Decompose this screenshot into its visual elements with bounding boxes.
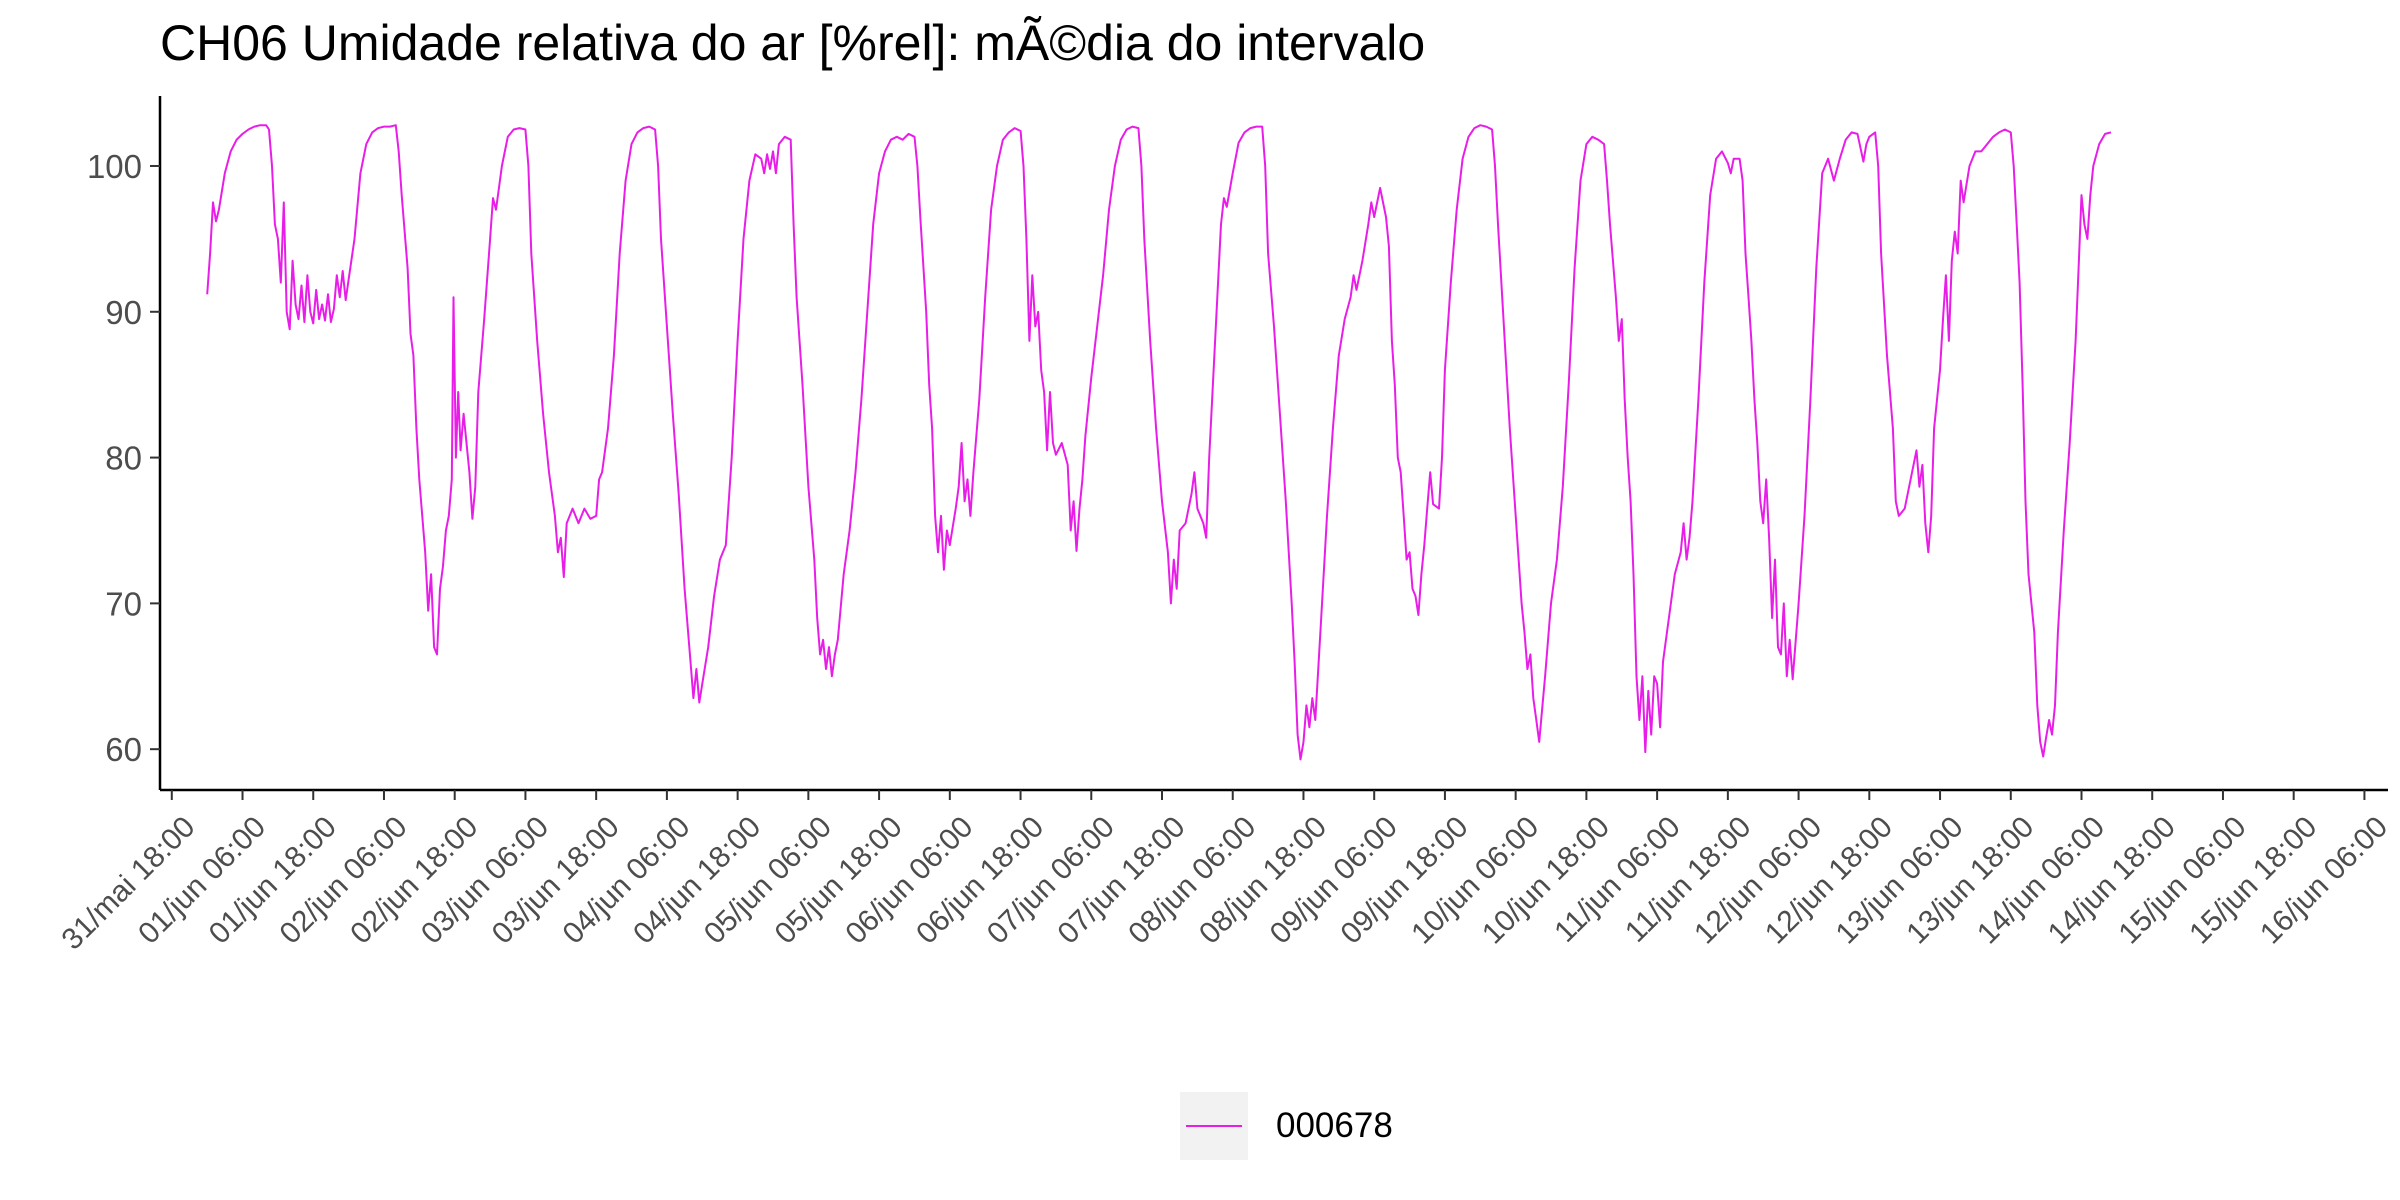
- legend-swatch-000678: [1186, 1125, 1242, 1127]
- y-tick-label: 80: [105, 440, 142, 477]
- legend-label: 000678: [1276, 1106, 1393, 1145]
- y-axis: 60 70 80 90 100: [87, 96, 162, 790]
- legend-key: [1180, 1092, 1248, 1160]
- legend: 000678: [1180, 1092, 1393, 1160]
- series-line-000678: [206, 124, 2112, 761]
- y-tick-label: 90: [105, 294, 142, 331]
- y-tick-label: 70: [105, 585, 142, 622]
- series-layer: [206, 124, 2112, 761]
- y-tick-label: 100: [87, 148, 142, 185]
- y-tick-label: 60: [105, 731, 142, 768]
- chart-title: CH06 Umidade relativa do ar [%rel]: mÃ©d…: [160, 15, 1426, 71]
